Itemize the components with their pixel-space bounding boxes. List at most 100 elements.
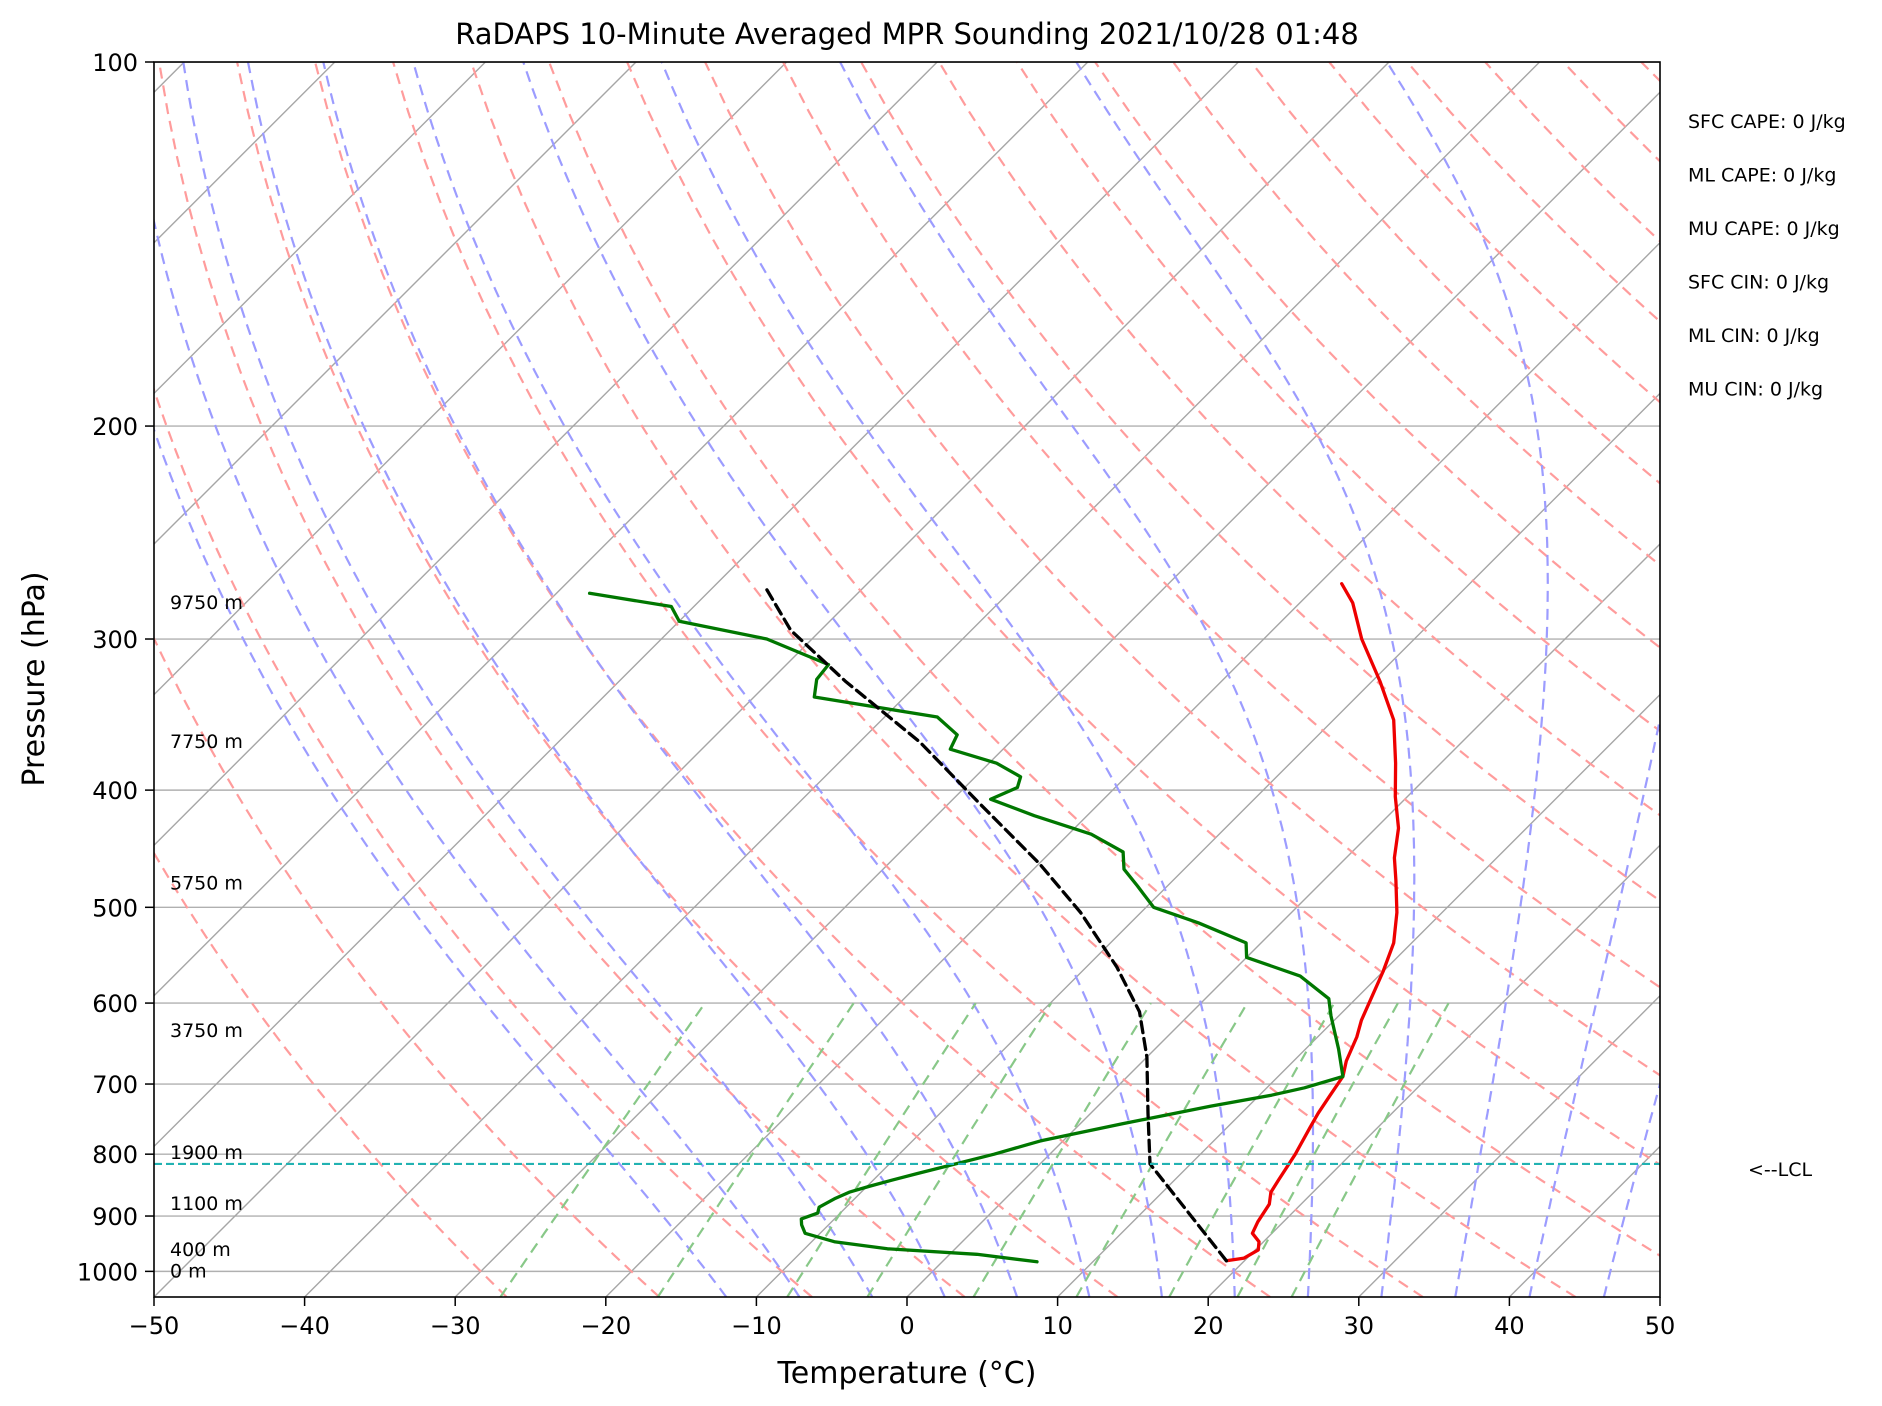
height-label: 3750 m: [170, 1020, 243, 1042]
isotherm-line: [755, 392, 1660, 1297]
height-label: 9750 m: [170, 592, 243, 614]
dry-adiabat-line: [860, 62, 1660, 903]
stat-label: SFC CAPE: 0 J/kg: [1688, 111, 1846, 133]
y-tick-label: 1000: [77, 1258, 138, 1286]
moist-adiabat-line: [1528, 713, 1660, 1297]
isotherm-line: [454, 91, 1660, 1297]
sounding-profiles: [587, 582, 1401, 1264]
y-tick-label: 800: [92, 1141, 138, 1169]
dry-adiabat-line: [1328, 62, 1660, 404]
isotherm-line: [154, 62, 486, 395]
dry-adiabat-line: [1016, 62, 1660, 733]
dry-adiabat-line: [1562, 62, 1660, 163]
x-tick-label: −10: [731, 1312, 782, 1340]
dry-adiabat-line: [782, 62, 1660, 989]
dry-adiabat-line: [154, 635, 661, 1297]
height-label: 0 m: [170, 1260, 207, 1282]
mixing-ratio-line: [972, 1002, 1152, 1297]
x-tick-label: −40: [279, 1312, 330, 1340]
dry-adiabat-line: [154, 386, 813, 1297]
moist-adiabat-line: [154, 216, 801, 1297]
mixing-ratio-line: [786, 1002, 977, 1297]
isotherm-line: [1358, 994, 1660, 1297]
moist-adiabat-line: [1075, 62, 1416, 1297]
dewpoint-profile-line: [587, 591, 1345, 1264]
stat-label: SFC CIN: 0 J/kg: [1688, 272, 1829, 294]
dry-adiabat-line: [1406, 62, 1660, 323]
isotherm-line: [1659, 1296, 1660, 1297]
y-tick-label: 500: [92, 894, 138, 922]
dry-adiabat-line: [236, 62, 1119, 1297]
mixing-ratio-line: [499, 1002, 706, 1297]
isotherm-line: [605, 241, 1660, 1297]
x-tick-label: 40: [1494, 1312, 1525, 1340]
x-tick-label: 10: [1042, 1312, 1073, 1340]
dry-adiabat-line: [548, 62, 1660, 1258]
isotherm-line: [1057, 693, 1660, 1297]
y-tick-label: 400: [92, 777, 138, 805]
y-tick-label: 300: [92, 626, 138, 654]
y-tick-label: 100: [92, 49, 138, 77]
dry-adiabat-line: [470, 62, 1577, 1297]
x-tick-label: −20: [580, 1312, 631, 1340]
chart-title: RaDAPS 10-Minute Averaged MPR Sounding 2…: [455, 17, 1359, 51]
x-tick-label: 50: [1645, 1312, 1676, 1340]
dry-adiabat-line: [626, 62, 1660, 1166]
height-label: 1100 m: [170, 1193, 243, 1215]
stat-label: ML CAPE: 0 J/kg: [1688, 165, 1836, 187]
dry-adiabat-line: [392, 62, 1424, 1297]
mixing-ratio-line: [1236, 1002, 1399, 1297]
isotherm-line: [154, 62, 1239, 1148]
stat-label: MU CAPE: 0 J/kg: [1688, 218, 1840, 240]
lcl-label: <--LCL: [1748, 1159, 1812, 1181]
plot-frame: [153, 61, 1661, 1298]
isotherm-line: [154, 62, 1089, 997]
dry-adiabat-line: [1640, 62, 1660, 83]
mixing-ratio-line: [1168, 1002, 1336, 1297]
isotherm-line: [304, 62, 1541, 1297]
dry-adiabat-line: [154, 851, 508, 1297]
stat-label: ML CIN: 0 J/kg: [1688, 325, 1820, 347]
dry-adiabat-line: [1250, 62, 1660, 485]
isotherm-line: [1811, 62, 1882, 1297]
moist-adiabat-line: [660, 62, 1236, 1297]
mixing-ratio-line: [866, 1002, 1053, 1297]
axis-ticks: −50 −40 −30 −20 −10 0 10 20 30 40 50 100 200 300 400 50…: [77, 49, 1675, 1340]
height-label: 400 m: [170, 1239, 231, 1261]
y-axis-label: Pressure (hPa): [17, 571, 52, 786]
y-tick-label: 200: [92, 413, 138, 441]
height-label: 7750 m: [170, 731, 243, 753]
x-tick-label: −50: [129, 1312, 180, 1340]
moist-adiabat-line: [1602, 1080, 1660, 1297]
moist-adiabat-line: [522, 62, 1163, 1297]
dry-adiabat-line: [938, 62, 1660, 817]
y-tick-label: 600: [92, 990, 138, 1018]
isotherm-line: [154, 62, 1390, 1297]
x-tick-label: 0: [899, 1312, 914, 1340]
parcel-profile-line: [763, 585, 1229, 1263]
moist-adiabat-line: [246, 62, 946, 1297]
moist-adiabat-line: [1385, 62, 1549, 1297]
annotations: <--LCL 9750 m 7750 m 5750 m 3750 m 1900 m 1100…: [154, 111, 1846, 1282]
dry-adiabat-line: [314, 62, 1271, 1297]
isotherm-line: [1508, 1145, 1660, 1297]
moist-adiabat-line: [154, 426, 728, 1297]
height-label: 1900 m: [170, 1142, 243, 1164]
x-axis-label: Temperature (°C): [777, 1356, 1037, 1391]
temperature-profile-line: [1224, 582, 1401, 1263]
mixing-ratio-line: [1290, 1002, 1450, 1297]
isotherm-line: [154, 62, 637, 545]
dry-adiabat-line: [158, 62, 966, 1297]
y-tick-label: 900: [92, 1203, 138, 1231]
x-tick-label: 30: [1344, 1312, 1375, 1340]
isotherm-line: [906, 543, 1660, 1297]
isotherm-line: [1207, 844, 1660, 1297]
moist-adiabat-line: [322, 62, 1019, 1297]
moist-adiabat-line: [412, 62, 1091, 1297]
stat-label: MU CIN: 0 J/kg: [1688, 379, 1823, 401]
mixing-ratio-line: [1075, 1002, 1249, 1297]
y-tick-label: 700: [92, 1071, 138, 1099]
isotherm-line: [154, 62, 938, 847]
dry-adiabat-line: [1719, 62, 1882, 1297]
